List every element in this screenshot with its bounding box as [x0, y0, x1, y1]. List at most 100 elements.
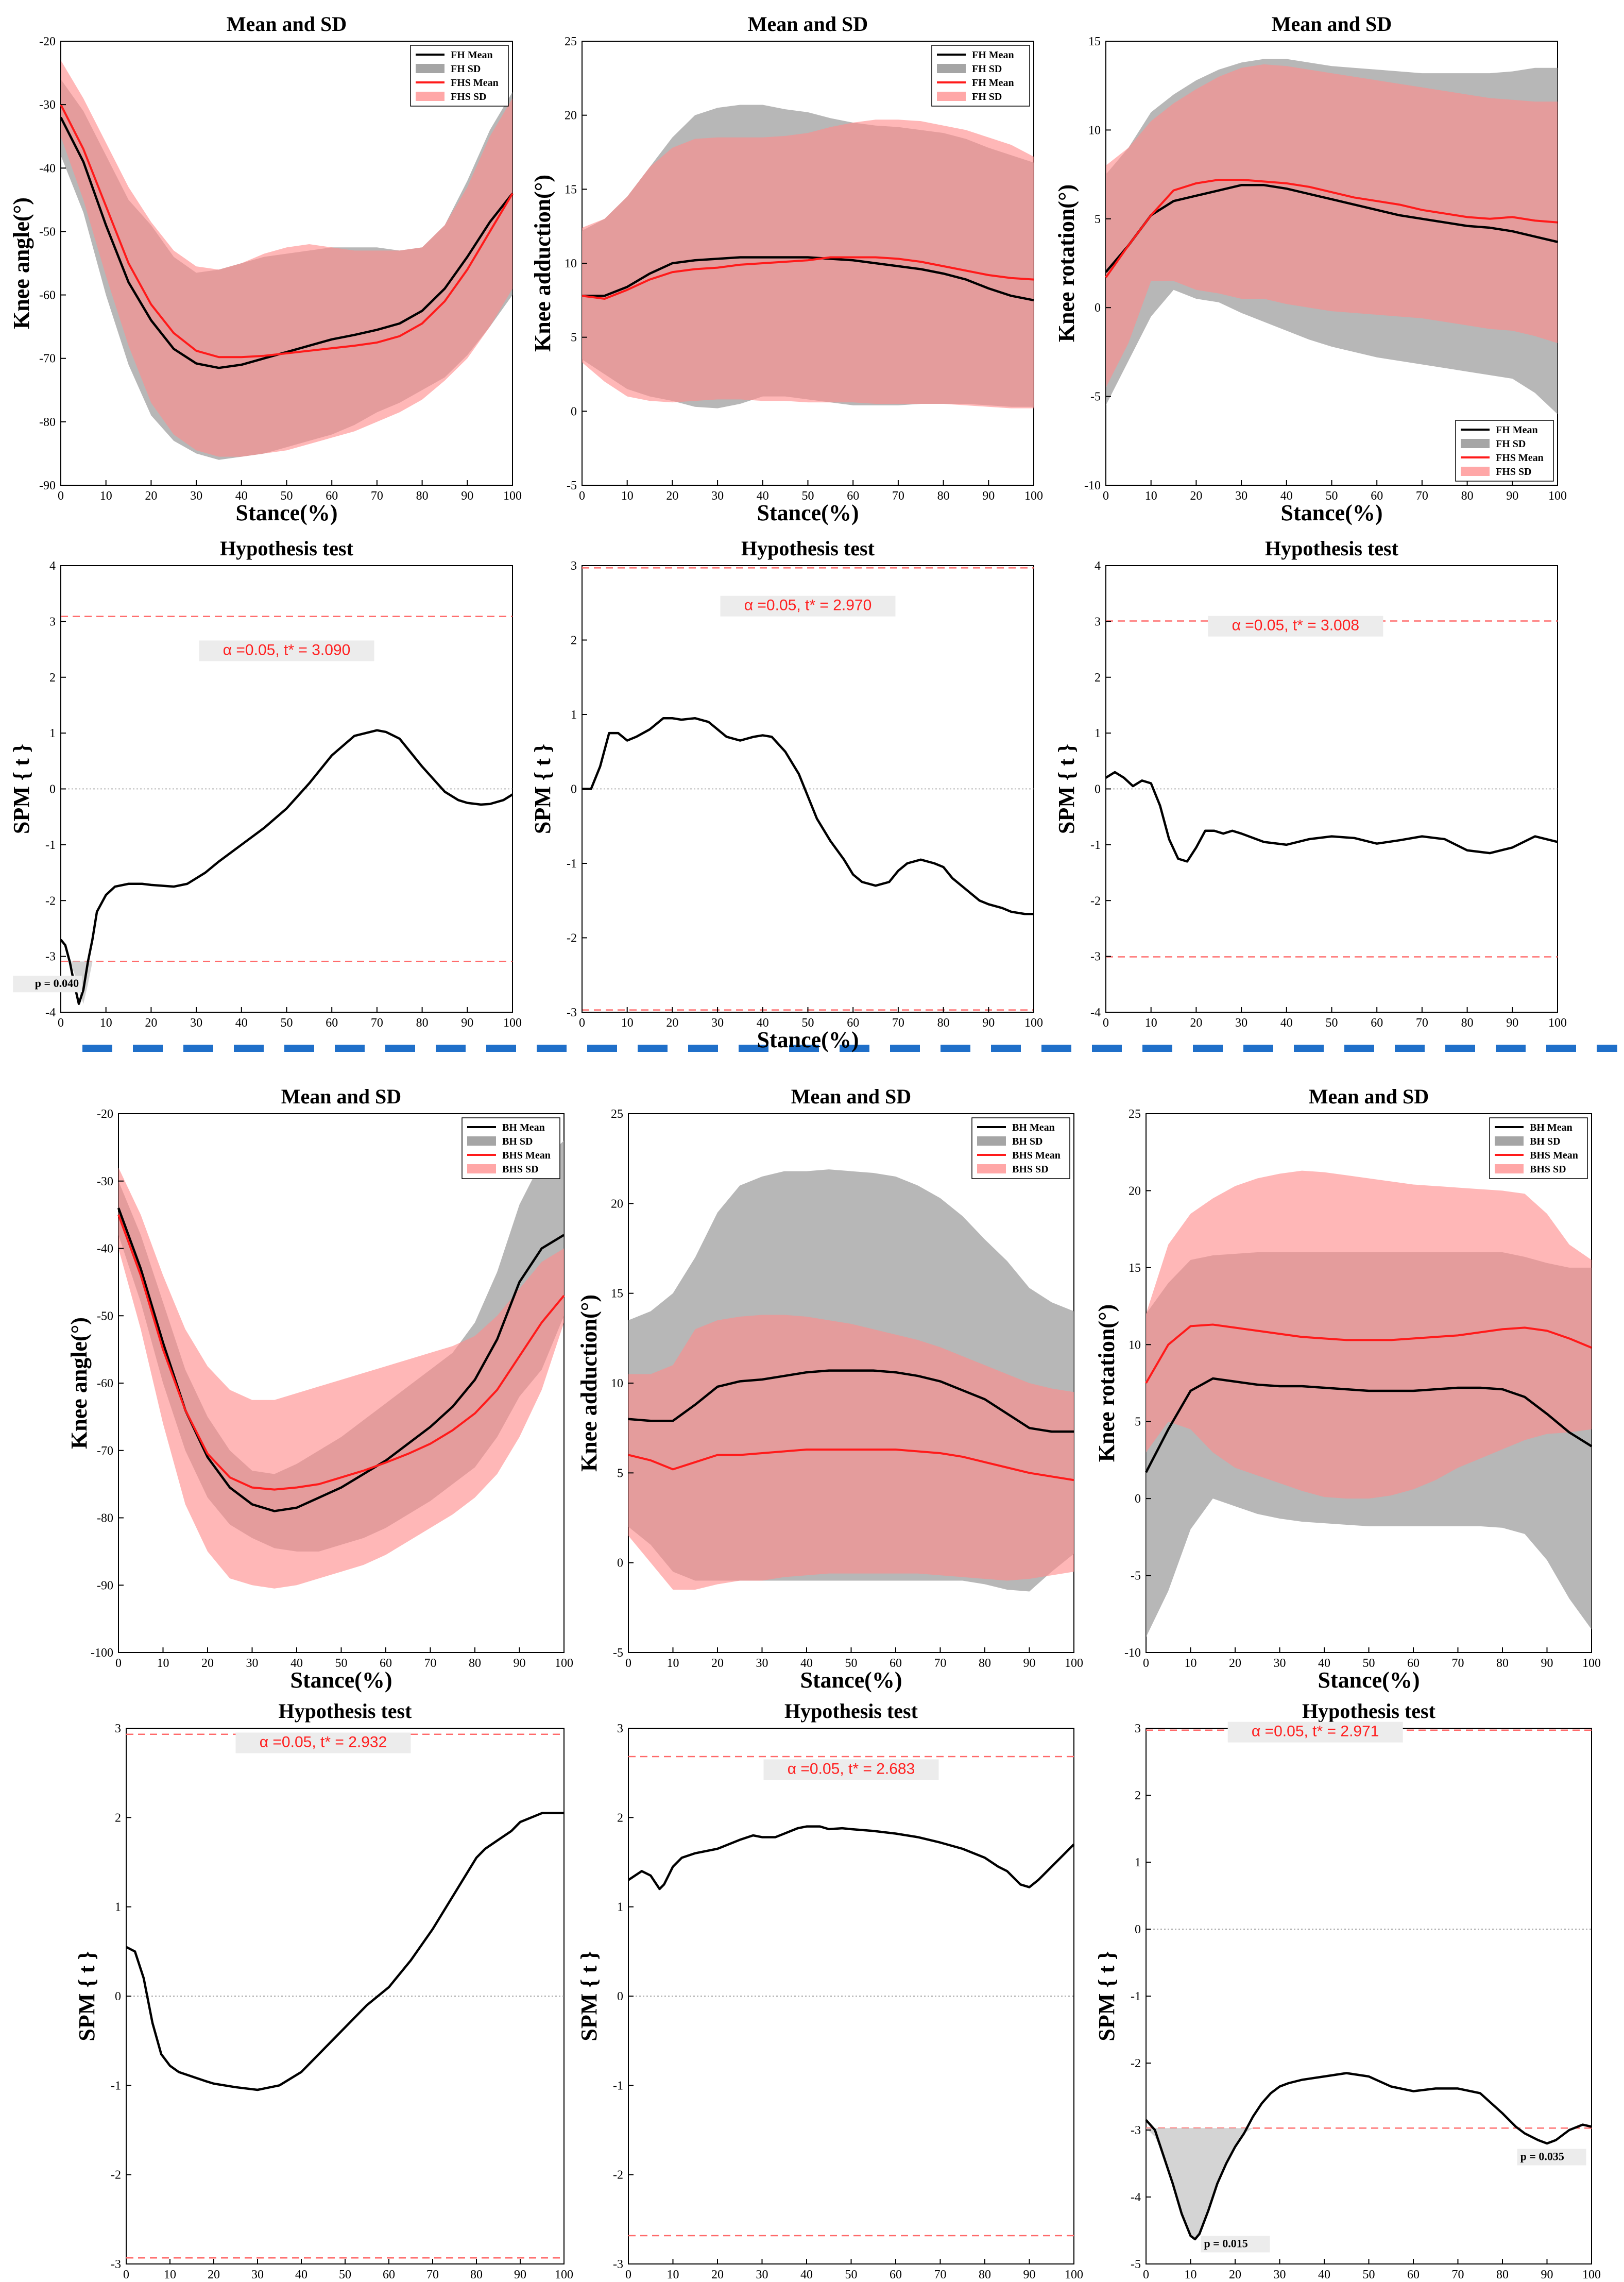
- x-tick-label: 50: [1326, 489, 1338, 503]
- y-tick-label: 2: [617, 1811, 623, 1825]
- y-tick-label: -2: [613, 2169, 623, 2182]
- x-tick-label: 60: [1407, 2268, 1420, 2281]
- chart-panel-6: 0 10 20 30 40 50 60 70 80 90 100 -4 -3 -2 -1 0 1 2 3 4 Hypot…: [1054, 537, 1567, 1030]
- legend-entry: FH Mean: [972, 49, 1014, 61]
- x-tick-label: 20: [145, 1016, 157, 1030]
- x-tick-label: 90: [1506, 489, 1518, 503]
- chart-panel-1: 0 10 20 30 40 50 60 70 80 90 100 -90 -80 -70 -60 -50 -40…: [9, 12, 522, 525]
- y-tick-label: -30: [39, 98, 56, 112]
- y-tick-label: 3: [617, 1722, 623, 1735]
- chart-panel-12: 0 10 20 30 40 50 60 70 80 90 100 -5 -4 -3 -2 -1 0 1 2 3 Hypo…: [1094, 1699, 1601, 2281]
- x-tick-label: 70: [426, 2268, 439, 2281]
- chart-panel-11: 0 10 20 30 40 50 60 70 80 90 100 -3 -2 -1 0 1 2 3 Hypothes…: [576, 1699, 1083, 2281]
- chart-title: Hypothesis test: [1302, 1699, 1436, 1723]
- y-tick-label: 20: [611, 1197, 623, 1211]
- x-tick-label: 20: [711, 1657, 724, 1670]
- plot-frame: [582, 565, 1034, 1013]
- x-axis-label: Stance(%): [236, 500, 338, 525]
- y-axis-label: Knee rotation(°): [1094, 1304, 1119, 1462]
- x-tick-label: 40: [295, 2268, 307, 2281]
- x-tick-label: 40: [800, 2268, 813, 2281]
- y-tick-label: -20: [39, 35, 56, 48]
- x-tick-label: 20: [145, 489, 157, 503]
- legend-swatch: [937, 92, 966, 101]
- y-tick-label: -3: [45, 950, 56, 964]
- spm-curve: [60, 729, 514, 1005]
- legend-swatch: [416, 92, 445, 101]
- y-tick-label: 2: [115, 1811, 121, 1825]
- alpha-label: α =0.05, t* = 2.932: [260, 1733, 387, 1750]
- y-tick-label: 10: [565, 257, 577, 270]
- x-tick-label: 100: [503, 1016, 522, 1030]
- x-axis-label: Stance(%): [800, 1667, 902, 1693]
- y-tick-label: 2: [1135, 1789, 1141, 1802]
- y-tick-label: -5: [1131, 2258, 1141, 2271]
- legend-swatch: [977, 1136, 1006, 1146]
- x-tick-label: 30: [756, 1657, 768, 1670]
- y-tick-label: 0: [1135, 1492, 1141, 1506]
- x-tick-label: 60: [1371, 1016, 1383, 1030]
- x-tick-label: 0: [625, 2268, 631, 2281]
- y-tick-label: -5: [567, 479, 577, 492]
- x-tick-label: 0: [579, 489, 585, 503]
- legend-entry: FHS Mean: [1496, 452, 1544, 464]
- alpha-label: α =0.05, t* = 2.970: [744, 597, 872, 614]
- sd-band-red: [61, 60, 512, 457]
- x-tick-label: 20: [666, 489, 678, 503]
- mean-line-black: [1105, 184, 1558, 273]
- y-axis-label: Knee angle(°): [9, 197, 34, 329]
- y-tick-label: -4: [45, 1006, 56, 1019]
- x-tick-label: 70: [1452, 2268, 1464, 2281]
- legend-entry: BHS Mean: [502, 1150, 551, 1161]
- y-tick-label: 5: [1095, 213, 1101, 226]
- y-tick-label: -80: [39, 416, 56, 429]
- x-tick-label: 80: [937, 489, 950, 503]
- x-tick-label: 40: [1318, 1657, 1330, 1670]
- chart-panel-10: 0 10 20 30 40 50 60 70 80 90 100 -3 -2 -1 0 1 2 3 Hypothes…: [74, 1699, 573, 2281]
- x-tick-label: 50: [1363, 1657, 1375, 1670]
- y-tick-label: -5: [613, 1646, 623, 1660]
- y-tick-label: -1: [567, 857, 577, 871]
- legend-swatch: [977, 1164, 1006, 1173]
- p-value-annotation: p = 0.035: [1520, 2150, 1564, 2163]
- legend-swatch: [937, 64, 966, 73]
- x-tick-label: 50: [802, 489, 814, 503]
- chart-panel-9: 0 10 20 30 40 50 60 70 80 90 100 -10 -5 0 5 10 15 20 25 Mea…: [1094, 1085, 1601, 1693]
- x-tick-label: 10: [1145, 1016, 1157, 1030]
- y-tick-label: -60: [97, 1377, 113, 1390]
- y-tick-label: 0: [571, 783, 577, 796]
- legend-swatch: [1495, 1136, 1524, 1146]
- x-tick-label: 30: [1235, 1016, 1247, 1030]
- x-tick-label: 70: [934, 1657, 947, 1670]
- y-tick-label: 0: [571, 405, 577, 418]
- x-tick-label: 80: [1496, 2268, 1509, 2281]
- x-tick-label: 30: [246, 1657, 259, 1670]
- x-tick-label: 20: [711, 2268, 724, 2281]
- y-tick-label: -3: [567, 1006, 577, 1019]
- legend-swatch: [467, 1136, 496, 1146]
- x-tick-label: 90: [514, 1657, 526, 1670]
- y-axis-label: Knee rotation(°): [1054, 184, 1079, 342]
- x-tick-label: 10: [157, 1657, 169, 1670]
- y-tick-label: -50: [39, 225, 56, 239]
- x-tick-label: 80: [979, 1657, 991, 1670]
- x-tick-label: 40: [757, 489, 769, 503]
- x-tick-label: 80: [416, 1016, 429, 1030]
- x-tick-label: 0: [625, 1657, 631, 1670]
- x-tick-label: 50: [802, 1016, 814, 1030]
- y-tick-label: 0: [617, 1557, 623, 1570]
- y-tick-label: 10: [611, 1377, 623, 1390]
- y-tick-label: 1: [115, 1901, 121, 1914]
- alpha-label-bg: [720, 595, 896, 617]
- x-tick-label: 30: [1274, 1657, 1286, 1670]
- x-tick-label: 40: [800, 1657, 813, 1670]
- y-tick-label: -5: [1131, 1570, 1141, 1583]
- x-tick-label: 20: [1229, 2268, 1241, 2281]
- y-tick-label: -2: [111, 2169, 121, 2182]
- legend-swatch: [1461, 439, 1490, 448]
- chart-title: Mean and SD: [1309, 1085, 1429, 1108]
- y-axis-label: SPM { t }: [576, 1951, 602, 2041]
- panels: 0 10 20 30 40 50 60 70 80 90 100-90-80-70-60-50-40…: [9, 12, 1601, 2281]
- chart-title: Mean and SD: [791, 1085, 911, 1108]
- x-tick-label: 50: [845, 1657, 858, 1670]
